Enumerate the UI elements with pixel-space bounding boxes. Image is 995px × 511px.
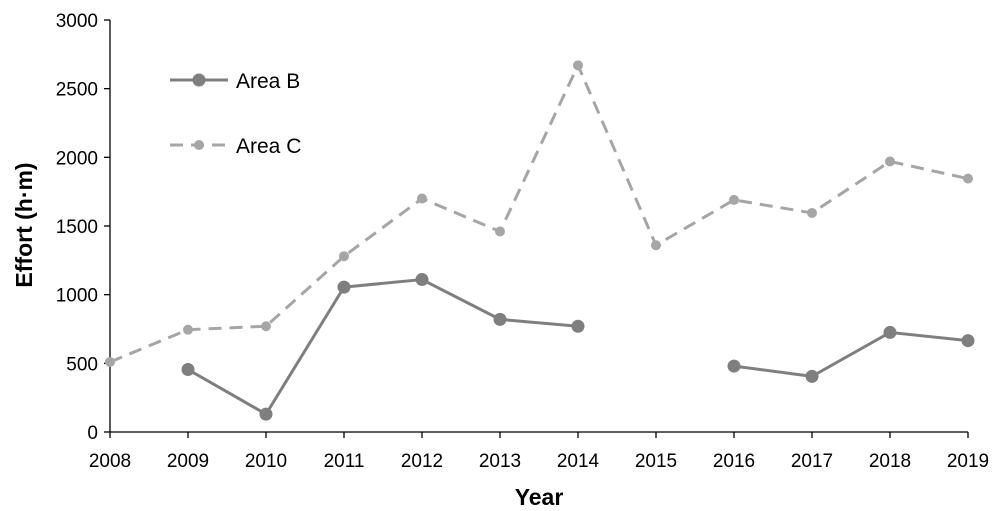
data-point	[415, 273, 429, 287]
x-tick-label: 2010	[245, 451, 287, 472]
series-line	[187, 278, 579, 416]
y-axis-title: Effort (h·m)	[11, 162, 37, 287]
y-tick-label: 2500	[56, 80, 98, 101]
legend-swatch-marker	[194, 140, 204, 150]
x-tick-label: 2009	[167, 451, 209, 472]
x-tick-label: 2015	[635, 451, 677, 472]
data-point	[339, 251, 349, 262]
x-tick-label: 2019	[947, 451, 989, 472]
x-tick-label: 2014	[557, 451, 600, 472]
series-line	[109, 63, 969, 364]
y-tick-label: 1000	[56, 286, 98, 307]
legend-swatch-marker	[192, 73, 206, 87]
data-point	[729, 194, 739, 205]
data-point	[183, 324, 193, 335]
data-point	[259, 407, 273, 421]
data-point	[883, 325, 897, 339]
series-layer	[105, 60, 975, 421]
x-tick-label: 2016	[713, 451, 755, 472]
data-point	[261, 321, 271, 332]
data-point	[885, 156, 895, 167]
x-tick-label: 2008	[89, 451, 131, 472]
y-tick-label: 2000	[56, 148, 98, 169]
data-point	[963, 173, 973, 184]
data-point	[961, 334, 975, 348]
legend-item: Area B	[170, 70, 300, 93]
x-axis-title: Year	[515, 484, 564, 510]
series-line	[733, 330, 969, 378]
legend-label: Area C	[236, 135, 301, 158]
x-tick-label: 2017	[791, 451, 833, 472]
data-point	[651, 240, 661, 251]
x-tick-label: 2018	[869, 451, 911, 472]
data-point	[807, 207, 817, 218]
y-tick-label: 3000	[56, 11, 98, 32]
legend-label: Area B	[236, 70, 300, 93]
data-point	[727, 359, 741, 373]
data-point	[105, 356, 115, 367]
data-point	[805, 369, 819, 383]
data-point	[571, 319, 585, 333]
y-tick-label: 1500	[56, 217, 98, 238]
series-area-b	[181, 273, 975, 421]
x-tick-label: 2011	[324, 451, 365, 472]
x-tick-label: 2012	[401, 451, 443, 472]
legend: Area B Area C	[170, 70, 301, 158]
y-axis-ticks: 0 500 1000 1500 2000 2500 3000	[56, 11, 110, 444]
data-point	[495, 226, 505, 237]
data-point	[493, 312, 507, 326]
y-tick-label: 500	[66, 354, 98, 375]
data-point	[337, 280, 351, 294]
data-point	[417, 193, 427, 204]
series-area-c	[105, 60, 973, 367]
data-point	[181, 363, 195, 377]
data-point	[573, 60, 583, 71]
x-axis-ticks: 2008 2009 2010 2011 2012 2013 2014 2015 2016 2017…	[89, 432, 989, 472]
x-tick-label: 2013	[479, 451, 521, 472]
legend-item: Area C	[170, 135, 301, 158]
y-tick-label: 0	[87, 423, 98, 444]
